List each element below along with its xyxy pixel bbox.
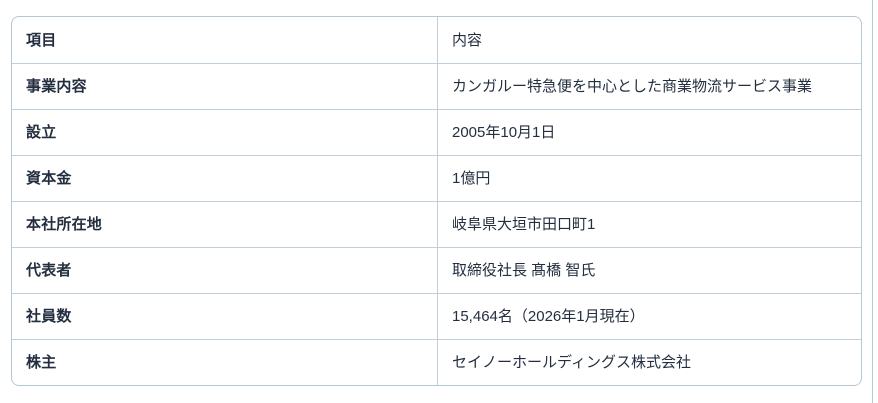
row-value-detail: 内容 xyxy=(437,17,861,63)
table-row: 事業内容 カンガルー特急便を中心とした商業物流サービス事業 xyxy=(12,63,861,109)
company-profile-table: 項目 内容 事業内容 カンガルー特急便を中心とした商業物流サービス事業 設立 2… xyxy=(11,16,862,386)
table-row: 設立 2005年10月1日 xyxy=(12,109,861,155)
table-body: 項目 内容 事業内容 カンガルー特急便を中心とした商業物流サービス事業 設立 2… xyxy=(12,17,861,385)
row-label-item: 事業内容 xyxy=(12,63,437,109)
row-value-detail: 2005年10月1日 xyxy=(437,109,861,155)
page-edge-rule xyxy=(872,0,873,403)
row-label-item: 設立 xyxy=(12,109,437,155)
table-row: 株主 セイノーホールディングス株式会社 xyxy=(12,339,861,385)
company-profile-table-container: 項目 内容 事業内容 カンガルー特急便を中心とした商業物流サービス事業 設立 2… xyxy=(11,16,862,386)
row-value-detail: 15,464名（2026年1月現在） xyxy=(437,293,861,339)
row-label-item: 本社所在地 xyxy=(12,201,437,247)
table-row: 代表者 取締役社長 髙橋 智氏 xyxy=(12,247,861,293)
table-row: 項目 内容 xyxy=(12,17,861,63)
row-label-item: 項目 xyxy=(26,31,57,49)
row-label-item: 社員数 xyxy=(12,293,437,339)
row-value-detail: カンガルー特急便を中心とした商業物流サービス事業 xyxy=(437,63,861,109)
row-value-detail: 岐阜県大垣市田口町1 xyxy=(437,201,861,247)
table-row: 社員数 15,464名（2026年1月現在） xyxy=(12,293,861,339)
table-row: 本社所在地 岐阜県大垣市田口町1 xyxy=(12,201,861,247)
row-label-item: 代表者 xyxy=(12,247,437,293)
row-label-item: 株主 xyxy=(12,339,437,385)
row-label-item: 資本金 xyxy=(12,155,437,201)
row-value-detail: 取締役社長 髙橋 智氏 xyxy=(437,247,861,293)
table-row: 資本金 1億円 xyxy=(12,155,861,201)
row-value-detail: 1億円 xyxy=(437,155,861,201)
row-value-detail: セイノーホールディングス株式会社 xyxy=(437,339,861,385)
